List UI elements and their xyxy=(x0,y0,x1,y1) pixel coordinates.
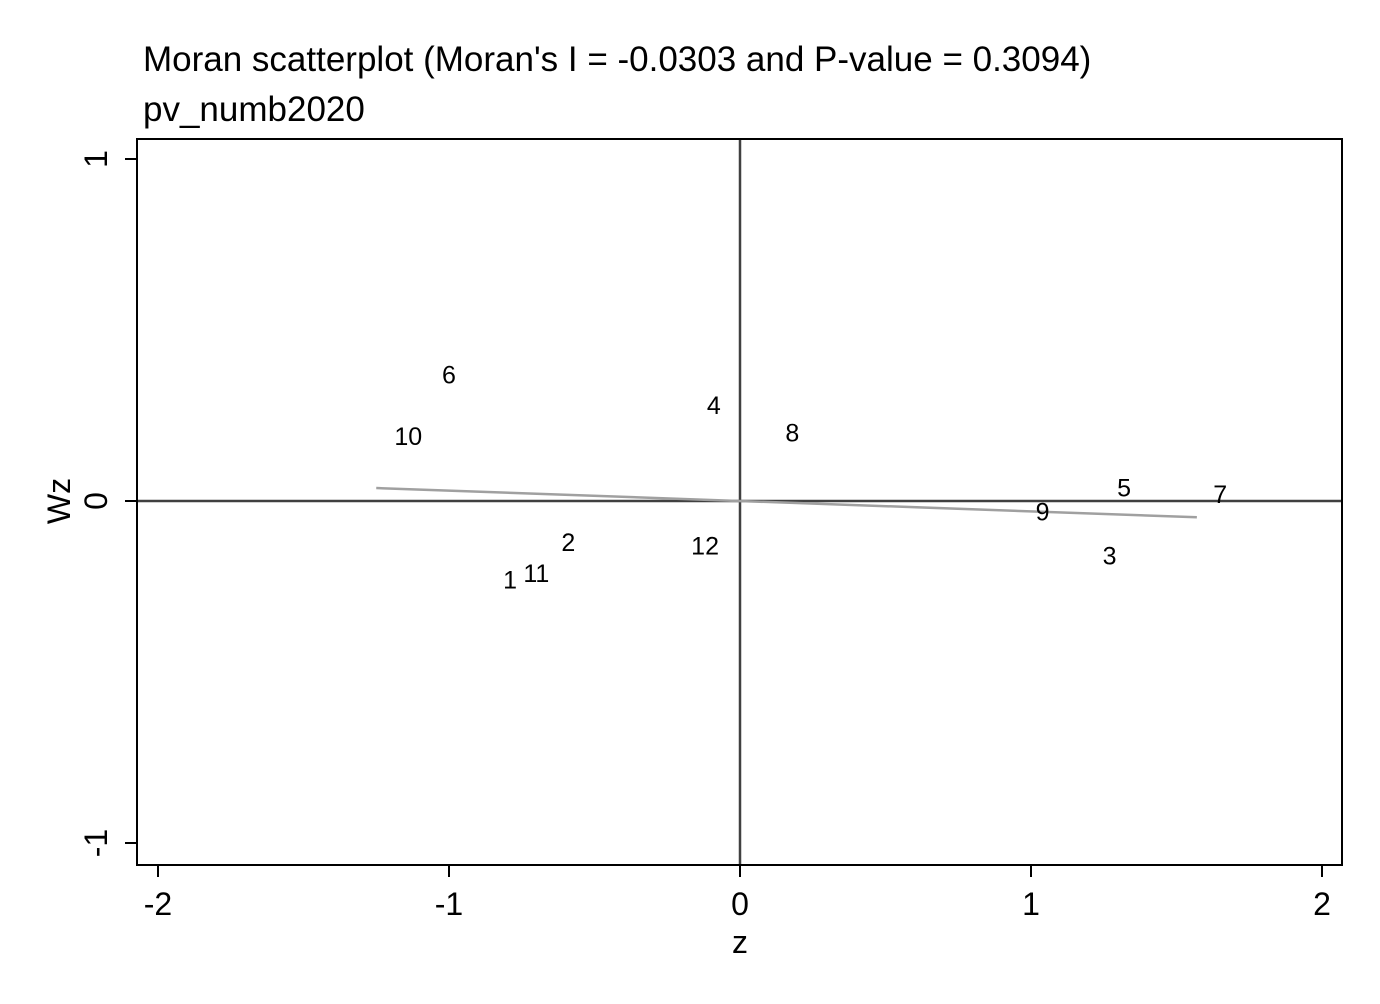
x-tick-label: -1 xyxy=(435,886,463,922)
chart-subtitle: pv_numb2020 xyxy=(143,90,365,129)
x-tick-label: 0 xyxy=(731,886,749,922)
data-point-10: 10 xyxy=(394,423,422,451)
data-point-6: 6 xyxy=(442,361,456,389)
y-tick-label: 0 xyxy=(78,492,114,510)
data-point-5: 5 xyxy=(1117,474,1131,502)
x-axis-label: z xyxy=(732,924,748,960)
y-axis-label: Wz xyxy=(41,478,77,524)
data-point-2: 2 xyxy=(561,529,575,557)
y-tick-label: -1 xyxy=(78,829,114,857)
axis-ticks: -2 -1 0 1 2-101 xyxy=(78,150,1331,922)
x-tick-label: 1 xyxy=(1022,886,1040,922)
fit-line xyxy=(376,486,1197,519)
data-point-8: 8 xyxy=(785,420,799,448)
data-point-12: 12 xyxy=(691,532,719,560)
data-point-3: 3 xyxy=(1103,543,1117,571)
data-point-4: 4 xyxy=(707,392,721,420)
data-point-7: 7 xyxy=(1213,481,1227,509)
chart-title: Moran scatterplot (Moran's I = -0.0303 a… xyxy=(143,40,1092,79)
plot-frame xyxy=(136,138,1343,866)
data-point-11: 11 xyxy=(523,560,549,588)
x-tick-label: 2 xyxy=(1313,886,1331,922)
x-tick-label: -2 xyxy=(144,886,172,922)
data-point-9: 9 xyxy=(1036,498,1050,526)
data-point-1: 1 xyxy=(503,567,517,595)
y-tick-label: 1 xyxy=(78,150,114,168)
